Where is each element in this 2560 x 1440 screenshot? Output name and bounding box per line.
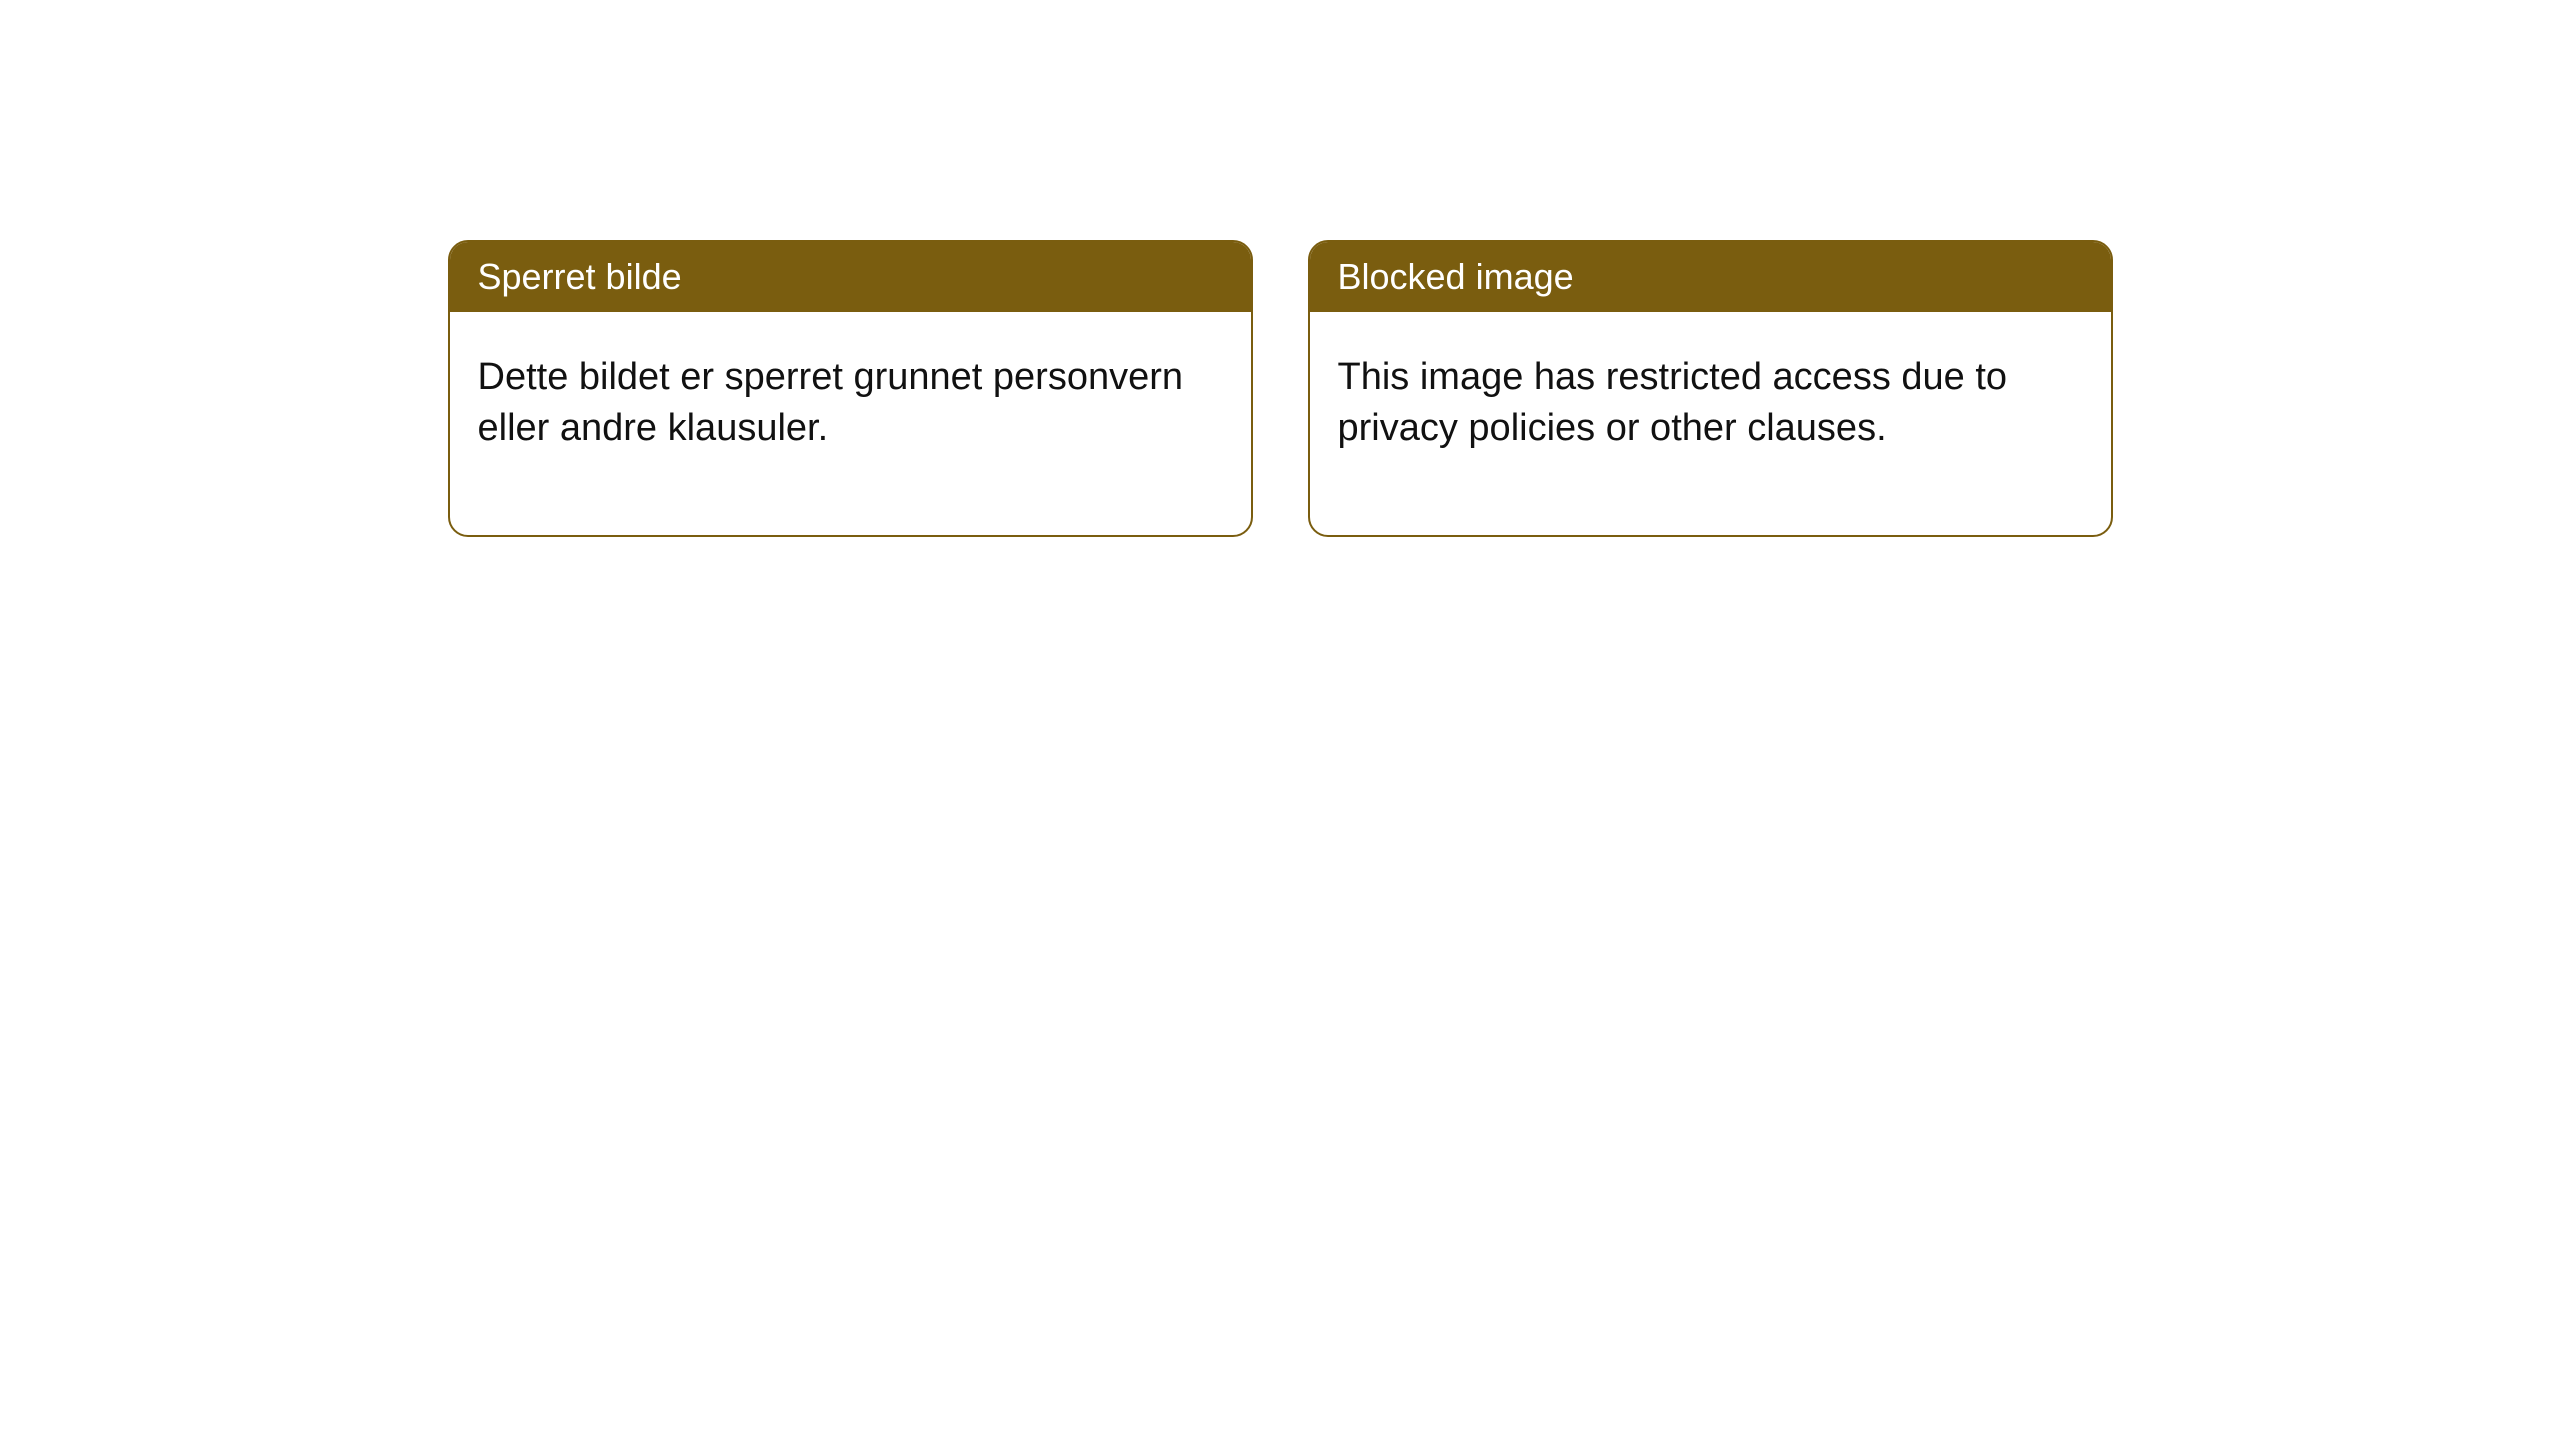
card-body-text: This image has restricted access due to … — [1338, 356, 2008, 449]
card-title: Blocked image — [1338, 256, 1574, 297]
card-header: Blocked image — [1310, 242, 2111, 312]
card-body: Dette bildet er sperret grunnet personve… — [450, 312, 1251, 535]
card-body: This image has restricted access due to … — [1310, 312, 2111, 535]
card-english: Blocked image This image has restricted … — [1308, 240, 2113, 537]
card-norwegian: Sperret bilde Dette bildet er sperret gr… — [448, 240, 1253, 537]
card-title: Sperret bilde — [478, 256, 682, 297]
card-header: Sperret bilde — [450, 242, 1251, 312]
card-body-text: Dette bildet er sperret grunnet personve… — [478, 356, 1184, 449]
cards-container: Sperret bilde Dette bildet er sperret gr… — [448, 240, 2113, 537]
